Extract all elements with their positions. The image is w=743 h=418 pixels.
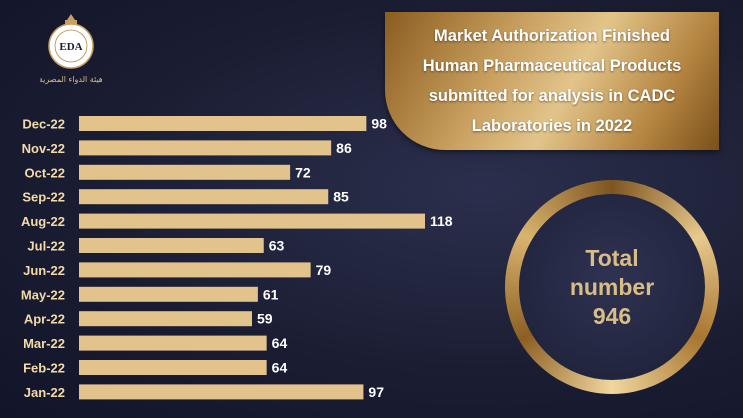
value-label: 118	[430, 213, 453, 229]
value-label: 63	[269, 238, 285, 254]
value-label: 59	[257, 311, 273, 327]
category-label: Feb-22	[23, 361, 65, 376]
bar	[79, 286, 258, 302]
value-label: 72	[295, 164, 311, 180]
bar	[79, 360, 267, 375]
bar-chart: Dec-22 98 Nov-22 86 Oct-22 72 Sep-22 85 Aug-22 11…	[20, 116, 453, 400]
value-label: 98	[371, 116, 387, 132]
category-label: Oct-22	[25, 165, 65, 180]
value-label: 85	[333, 189, 349, 205]
category-label: Apr-22	[24, 312, 65, 327]
bar	[79, 384, 364, 400]
value-label: 86	[336, 140, 352, 156]
category-label: Jul-22	[27, 239, 65, 254]
bar	[79, 140, 332, 156]
value-label: 64	[272, 335, 288, 351]
title-line-1: Market Authorization Finished	[434, 27, 670, 45]
total-label-line1: Total	[585, 244, 639, 271]
value-label: 79	[316, 262, 332, 278]
eda-logo-emblem: EDA هيئة الدواء المصرية	[39, 14, 103, 84]
total-label-line2: number	[569, 273, 655, 300]
bar	[79, 116, 367, 131]
bar	[79, 189, 329, 205]
bar	[79, 311, 252, 327]
bar	[79, 262, 311, 278]
category-label: Mar-22	[23, 336, 65, 351]
eda-logo: EDA هيئة الدواء المصرية	[39, 10, 103, 88]
total-ring-inner: Total number 946	[519, 194, 705, 380]
bar	[79, 335, 267, 351]
title-line-3: submitted for analysis in CADC	[428, 87, 676, 105]
value-label: 64	[272, 360, 288, 376]
bar	[79, 213, 425, 229]
bar	[79, 164, 291, 180]
logo-text: EDA	[59, 41, 82, 53]
logo-arabic-caption: هيئة الدواء المصرية	[40, 75, 102, 84]
category-label: Jun-22	[23, 263, 65, 278]
category-label: Sep-22	[22, 190, 65, 205]
category-label: Aug-22	[21, 214, 65, 229]
title-line-4: Laboratories in 2022	[471, 117, 633, 135]
category-label: Jan-22	[24, 385, 65, 400]
chart-title-box: Market Authorization Finished Human Phar…	[385, 12, 719, 150]
value-label: 61	[263, 286, 279, 302]
bar	[79, 238, 264, 253]
category-label: Dec-22	[22, 117, 65, 132]
value-label: 97	[368, 384, 384, 400]
total-ring: Total number 946	[505, 180, 719, 394]
category-label: May-22	[21, 287, 65, 302]
title-line-2: Human Pharmaceutical Products	[422, 57, 682, 75]
total-value: 946	[592, 302, 632, 329]
category-label: Nov-22	[22, 141, 65, 156]
